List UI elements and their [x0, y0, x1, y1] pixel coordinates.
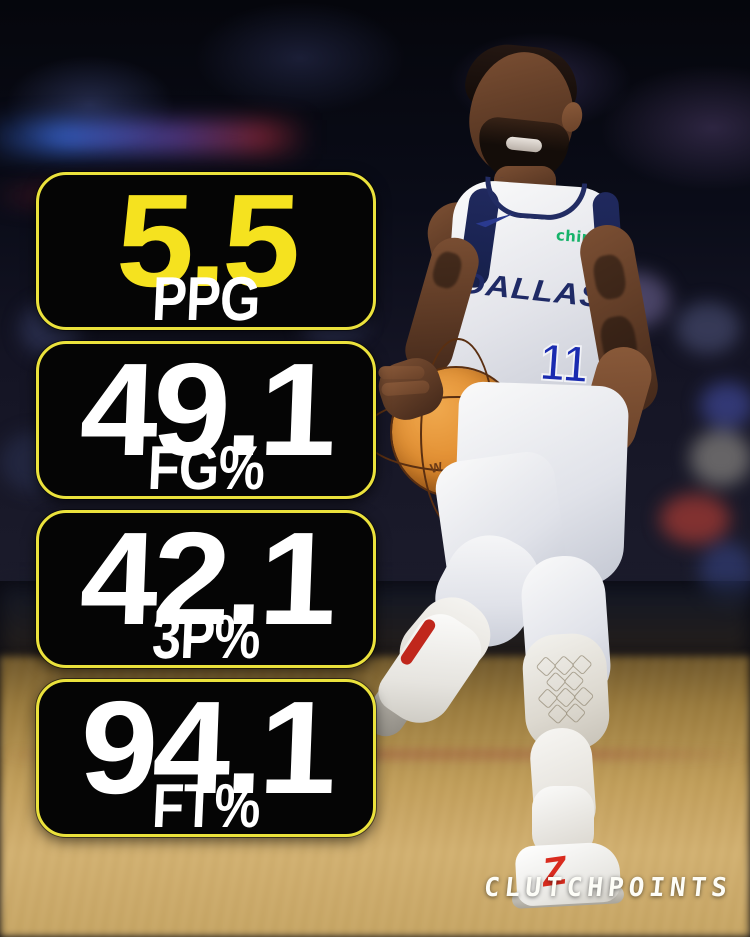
nike-swoosh-icon	[475, 213, 515, 228]
clutchpoints-watermark: CLUTCHPOINTS	[482, 873, 734, 903]
stat-card-ppg: 5.5 PPG	[36, 172, 376, 330]
player-image: chime DALLAS 11 W	[356, 16, 736, 921]
stat-card-fg: 49.1 FG%	[36, 341, 376, 499]
arena-light-band	[0, 120, 310, 154]
stat-label-ft: FT%	[150, 772, 262, 837]
stat-label-fg: FG%	[146, 434, 266, 499]
stat-card-stack: 5.5 PPG 49.1 FG% 42.1 3P% 94.1 FT%	[36, 172, 376, 848]
stat-label-ppg: PPG	[150, 265, 262, 330]
stat-label-3p: 3P%	[150, 603, 262, 668]
stat-card-ft: 94.1 FT%	[36, 679, 376, 837]
stat-card-3p: 42.1 3P%	[36, 510, 376, 668]
